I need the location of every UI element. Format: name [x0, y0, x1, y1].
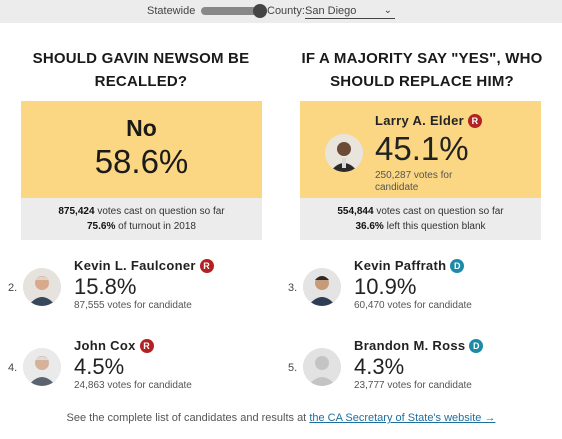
leading-candidate-box: Larry A. Elder R 45.1% 250,287 votes for … — [300, 101, 541, 198]
secretary-of-state-link[interactable]: the CA Secretary of State's website → — [309, 412, 496, 424]
recall-heading-line2: RECALLED? — [94, 73, 188, 90]
replace-votes-line: 554,844 votes cast on question so far — [300, 204, 541, 219]
county-select-value: San Diego — [305, 5, 357, 17]
democratic-party-icon: D — [469, 339, 484, 353]
candidate-votes: 23,777 votes for candidate — [354, 380, 472, 391]
recall-result-percent: 58.6% — [94, 143, 189, 180]
footer-note: See the complete list of candidates and … — [0, 412, 562, 424]
recall-votes-text: votes cast on question so far — [97, 206, 225, 217]
candidate-name: Kevin L. Faulconer R — [74, 258, 214, 273]
replace-heading-line2: SHOULD REPLACE HIM? — [330, 73, 514, 90]
candidate-name: John Cox R — [74, 338, 154, 353]
county-select[interactable]: San Diego ⌄ — [305, 5, 395, 19]
candidate-name: Kevin Paffrath D — [354, 258, 465, 273]
candidate-votes: 250,287 votes for candidate — [375, 170, 453, 193]
recall-result-label: No — [126, 115, 157, 141]
candidate-percent: 15.8% — [74, 274, 137, 299]
avatar-placeholder-icon — [303, 348, 341, 386]
toggle-knob[interactable] — [253, 4, 267, 18]
recall-votes-line: 875,424 votes cast on question so far — [21, 204, 262, 219]
replace-heading-line1: IF A MAJORITY SAY "YES", WHO — [301, 50, 543, 67]
candidate-rank: 5. — [288, 362, 298, 374]
avatar — [325, 134, 363, 172]
replace-votes-text: votes cast on question so far — [376, 206, 504, 217]
candidate-row: 4. John Cox R 4.5% 24,863 votes for candi… — [8, 338, 258, 398]
replace-info-box: 554,844 votes cast on question so far 36… — [300, 198, 541, 240]
statewide-county-toggle[interactable] — [201, 4, 267, 18]
candidate-percent: 4.3% — [354, 354, 405, 379]
candidate-votes: 87,555 votes for candidate — [74, 300, 192, 311]
recall-turnout-line: 75.6% of turnout in 2018 — [21, 219, 262, 234]
avatar — [23, 348, 61, 386]
candidate-percent: 45.1% — [375, 130, 469, 167]
recall-turnout-pct: 75.6% — [87, 221, 116, 232]
democratic-party-icon: D — [450, 259, 465, 273]
avatar — [303, 268, 341, 306]
replace-blank-line: 36.6% left this question blank — [300, 219, 541, 234]
replacement-question-heading: IF A MAJORITY SAY "YES", WHO SHOULD REPL… — [282, 47, 562, 93]
candidate-percent: 4.5% — [74, 354, 125, 379]
candidate-name-text: Larry A. Elder — [375, 113, 464, 128]
candidate-rank: 3. — [288, 282, 298, 294]
recall-votes-count: 875,424 — [58, 206, 95, 217]
recall-turnout-text: of turnout in 2018 — [118, 221, 196, 232]
candidate-name-text: Kevin L. Faulconer — [74, 258, 196, 273]
candidate-row: 3. Kevin Paffrath D 10.9% 60,470 votes fo… — [288, 258, 538, 318]
candidate-name-text: John Cox — [74, 338, 136, 353]
recall-heading-line1: SHOULD GAVIN NEWSOM BE — [32, 50, 250, 67]
recall-result-box: No 58.6% — [21, 101, 262, 198]
candidate-row: 2. Kevin L. Faulconer R 15.8% 87,555 vote… — [8, 258, 258, 318]
county-label: County: — [267, 5, 305, 17]
replace-votes-count: 554,844 — [337, 206, 374, 217]
candidate-rank: 4. — [8, 362, 18, 374]
candidate-votes: 24,863 votes for candidate — [74, 380, 192, 391]
recall-question-heading: SHOULD GAVIN NEWSOM BE RECALLED? — [0, 47, 282, 93]
candidate-name-text: Brandon M. Ross — [354, 338, 466, 353]
replace-blank-pct: 36.6% — [355, 221, 384, 232]
recall-info-box: 875,424 votes cast on question so far 75… — [21, 198, 262, 240]
republican-party-icon: R — [199, 259, 214, 273]
republican-party-icon: R — [139, 339, 154, 353]
republican-party-icon: R — [467, 114, 482, 128]
statewide-label[interactable]: Statewide — [147, 5, 196, 17]
candidate-name: Larry A. Elder R — [375, 113, 482, 128]
candidate-percent: 10.9% — [354, 274, 417, 299]
candidate-name-text: Kevin Paffrath — [354, 258, 447, 273]
candidate-name: Brandon M. Ross D — [354, 338, 484, 353]
replace-blank-text: left this question blank — [386, 221, 486, 232]
avatar — [23, 268, 61, 306]
candidate-row: 5. Brandon M. Ross D 4.3% 23,777 votes fo… — [288, 338, 538, 398]
candidate-rank: 2. — [8, 282, 18, 294]
view-toggle-bar: Statewide County: San Diego ⌄ — [0, 0, 562, 23]
chevron-down-icon: ⌄ — [383, 5, 392, 16]
footer-text: See the complete list of candidates and … — [66, 412, 310, 424]
candidate-votes: 60,470 votes for candidate — [354, 300, 472, 311]
